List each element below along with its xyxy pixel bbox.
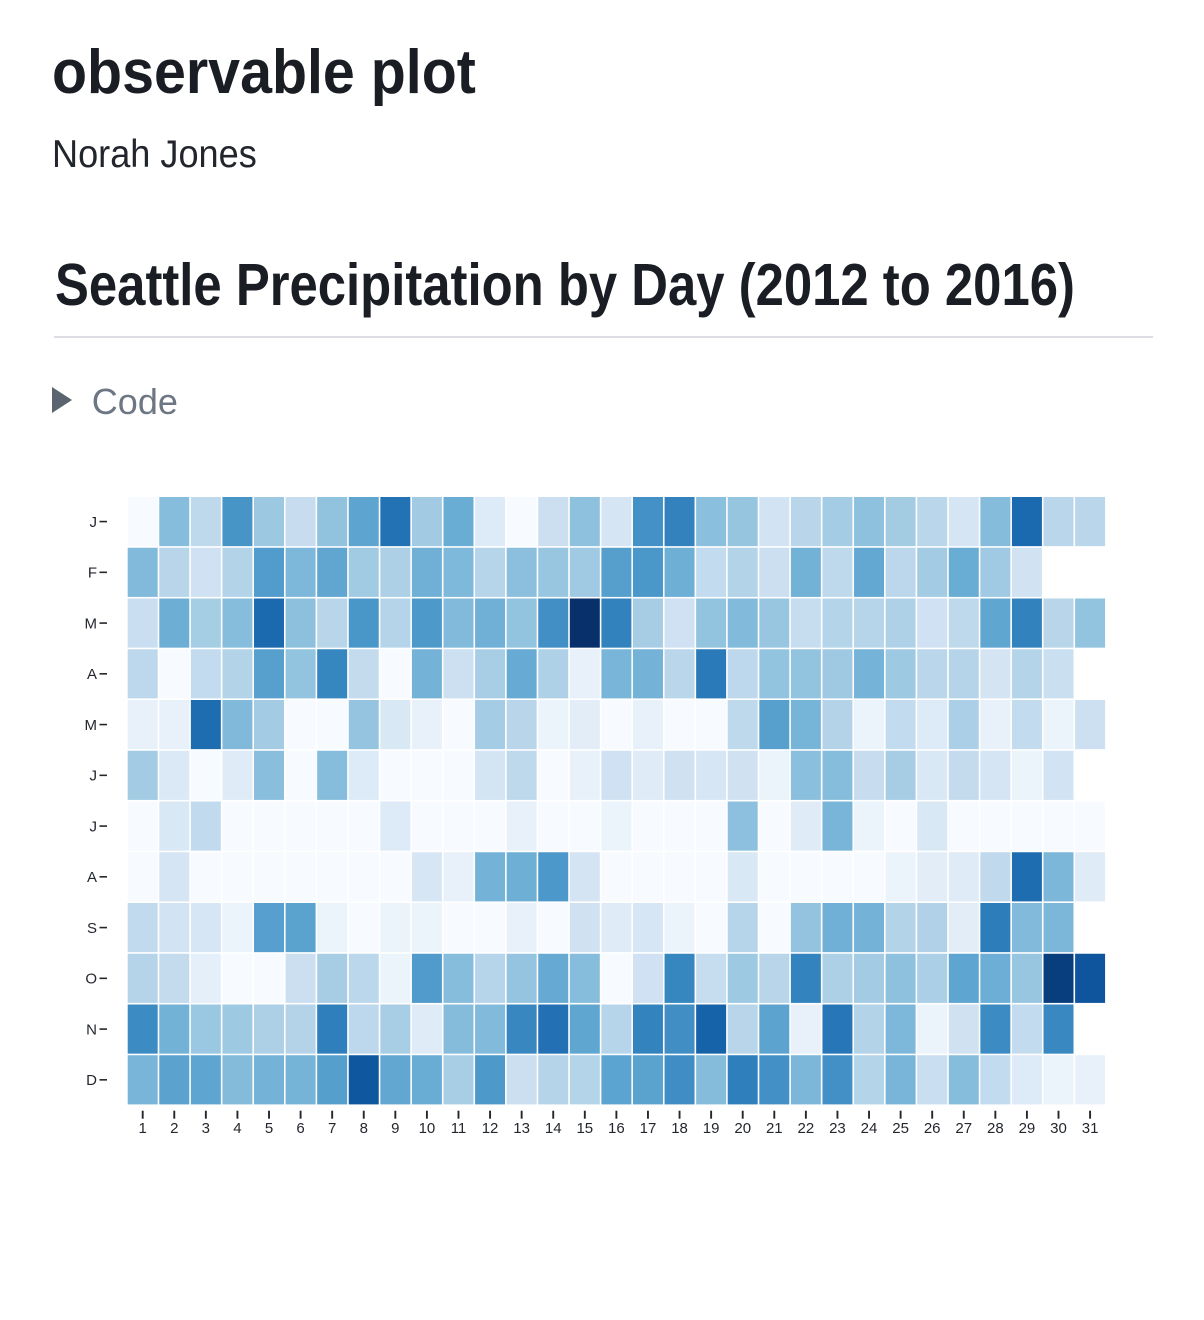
svg-text:31: 31 bbox=[1082, 1120, 1099, 1137]
svg-text:8: 8 bbox=[360, 1120, 368, 1137]
svg-text:23: 23 bbox=[829, 1120, 846, 1137]
svg-text:N: N bbox=[86, 1021, 97, 1038]
svg-text:7: 7 bbox=[328, 1120, 336, 1137]
svg-text:A: A bbox=[87, 869, 97, 886]
svg-text:O: O bbox=[85, 971, 97, 988]
svg-text:12: 12 bbox=[482, 1120, 499, 1137]
svg-text:24: 24 bbox=[861, 1120, 878, 1137]
svg-text:J: J bbox=[90, 514, 98, 531]
svg-text:21: 21 bbox=[766, 1120, 783, 1137]
svg-text:13: 13 bbox=[513, 1120, 530, 1137]
svg-text:J: J bbox=[90, 818, 98, 835]
svg-text:M: M bbox=[85, 717, 98, 734]
svg-text:26: 26 bbox=[924, 1120, 941, 1137]
svg-text:5: 5 bbox=[265, 1120, 273, 1137]
svg-text:D: D bbox=[86, 1072, 97, 1089]
svg-text:17: 17 bbox=[640, 1120, 657, 1137]
svg-text:11: 11 bbox=[451, 1120, 467, 1137]
svg-text:20: 20 bbox=[734, 1120, 751, 1137]
svg-text:22: 22 bbox=[798, 1120, 815, 1137]
svg-text:15: 15 bbox=[576, 1120, 593, 1137]
svg-text:14: 14 bbox=[545, 1120, 562, 1137]
svg-text:16: 16 bbox=[608, 1120, 625, 1137]
svg-text:J: J bbox=[90, 768, 98, 785]
svg-text:10: 10 bbox=[419, 1120, 436, 1137]
svg-text:9: 9 bbox=[391, 1120, 399, 1137]
svg-text:S: S bbox=[87, 920, 97, 937]
svg-text:28: 28 bbox=[987, 1120, 1004, 1137]
svg-text:F: F bbox=[88, 565, 97, 582]
svg-text:3: 3 bbox=[202, 1120, 210, 1137]
svg-text:M: M bbox=[85, 615, 98, 632]
svg-text:4: 4 bbox=[233, 1120, 241, 1137]
svg-text:27: 27 bbox=[955, 1120, 972, 1137]
svg-text:25: 25 bbox=[892, 1120, 909, 1137]
svg-text:6: 6 bbox=[296, 1120, 304, 1137]
svg-text:1: 1 bbox=[139, 1120, 147, 1137]
svg-text:19: 19 bbox=[703, 1120, 720, 1137]
svg-text:30: 30 bbox=[1050, 1120, 1067, 1137]
svg-text:A: A bbox=[87, 666, 97, 683]
svg-text:18: 18 bbox=[671, 1120, 688, 1137]
svg-text:2: 2 bbox=[170, 1120, 178, 1137]
svg-text:29: 29 bbox=[1019, 1120, 1036, 1137]
